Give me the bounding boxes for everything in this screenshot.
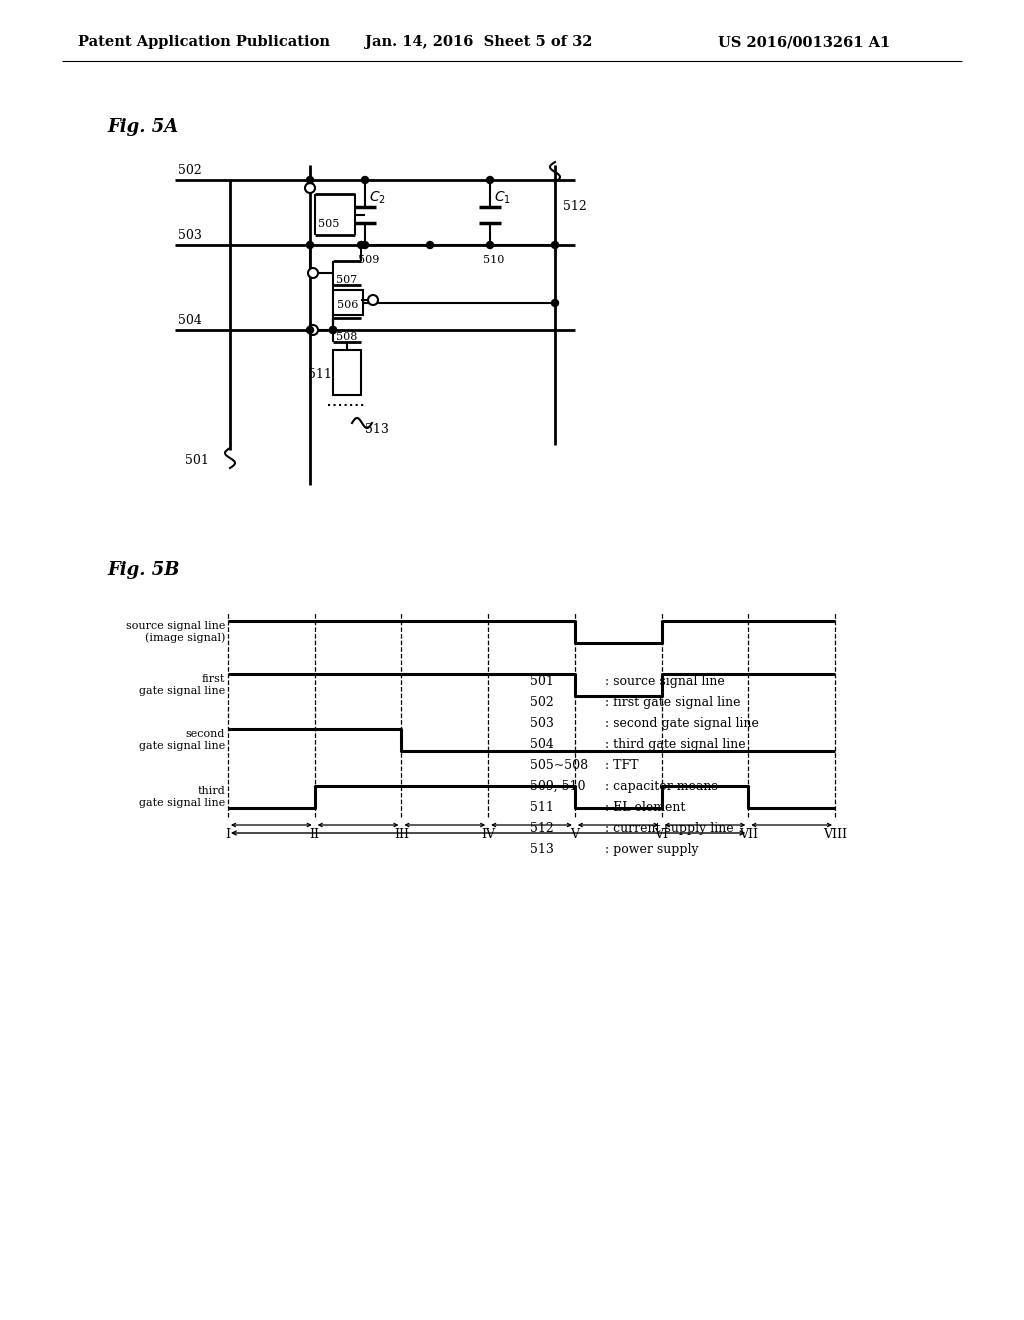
Text: 512: 512 — [530, 822, 554, 836]
Text: third
gate signal line: third gate signal line — [138, 787, 225, 808]
Text: : EL element: : EL element — [605, 801, 685, 814]
Text: : TFT: : TFT — [605, 759, 639, 772]
Text: 502: 502 — [178, 164, 202, 177]
Text: 501: 501 — [185, 454, 209, 467]
Text: Patent Application Publication: Patent Application Publication — [78, 36, 330, 49]
Text: 511: 511 — [530, 801, 554, 814]
Text: 505~508: 505~508 — [530, 759, 588, 772]
Circle shape — [330, 326, 337, 334]
Text: 508: 508 — [336, 333, 357, 342]
Text: Fig. 5B: Fig. 5B — [106, 561, 179, 579]
Circle shape — [357, 242, 365, 248]
Text: 503: 503 — [178, 228, 202, 242]
Circle shape — [427, 242, 433, 248]
Circle shape — [486, 177, 494, 183]
Circle shape — [306, 177, 313, 183]
Text: 513: 513 — [530, 843, 554, 855]
Text: 510: 510 — [483, 255, 505, 265]
Circle shape — [330, 326, 337, 334]
Bar — [333, 290, 362, 315]
Text: 504: 504 — [530, 738, 554, 751]
Circle shape — [306, 326, 313, 334]
Circle shape — [308, 268, 318, 279]
Text: 511: 511 — [308, 367, 332, 380]
Circle shape — [305, 183, 315, 193]
Text: 506: 506 — [337, 300, 358, 310]
Circle shape — [361, 242, 369, 248]
Text: : source signal line: : source signal line — [605, 675, 725, 688]
Circle shape — [552, 300, 558, 306]
Circle shape — [361, 177, 369, 183]
Text: VI: VI — [654, 829, 669, 842]
Text: III: III — [394, 829, 409, 842]
Text: first
gate signal line: first gate signal line — [138, 675, 225, 696]
Text: II: II — [309, 829, 319, 842]
Text: I: I — [225, 829, 230, 842]
Circle shape — [368, 294, 378, 305]
Text: : first gate signal line: : first gate signal line — [605, 696, 740, 709]
Text: 507: 507 — [336, 275, 357, 285]
Text: 509: 509 — [358, 255, 379, 265]
Text: $C_2$: $C_2$ — [369, 190, 386, 206]
Circle shape — [552, 242, 558, 248]
Text: 509, 510: 509, 510 — [530, 780, 586, 793]
Text: 513: 513 — [365, 422, 389, 436]
Circle shape — [306, 242, 313, 248]
Circle shape — [308, 325, 318, 335]
Text: 512: 512 — [563, 201, 587, 213]
Text: 502: 502 — [530, 696, 554, 709]
Circle shape — [486, 242, 494, 248]
Text: VIII: VIII — [823, 829, 847, 842]
Text: 504: 504 — [178, 314, 202, 327]
Text: : power supply: : power supply — [605, 843, 698, 855]
Text: $C_1$: $C_1$ — [494, 190, 511, 206]
Text: 503: 503 — [530, 717, 554, 730]
Text: 501: 501 — [530, 675, 554, 688]
Text: : second gate signal line: : second gate signal line — [605, 717, 759, 730]
Text: source signal line
(image signal): source signal line (image signal) — [126, 620, 225, 643]
Bar — [333, 350, 361, 395]
Text: US 2016/0013261 A1: US 2016/0013261 A1 — [718, 36, 890, 49]
Text: IV: IV — [481, 829, 496, 842]
Text: : capacitor means: : capacitor means — [605, 780, 718, 793]
Text: V: V — [570, 829, 580, 842]
Text: second
gate signal line: second gate signal line — [138, 729, 225, 751]
Text: Fig. 5A: Fig. 5A — [106, 117, 178, 136]
Text: : current supply line: : current supply line — [605, 822, 733, 836]
Text: : third gate signal line: : third gate signal line — [605, 738, 745, 751]
Text: 505: 505 — [318, 219, 339, 228]
Text: Jan. 14, 2016  Sheet 5 of 32: Jan. 14, 2016 Sheet 5 of 32 — [365, 36, 593, 49]
Text: VII: VII — [738, 829, 758, 842]
